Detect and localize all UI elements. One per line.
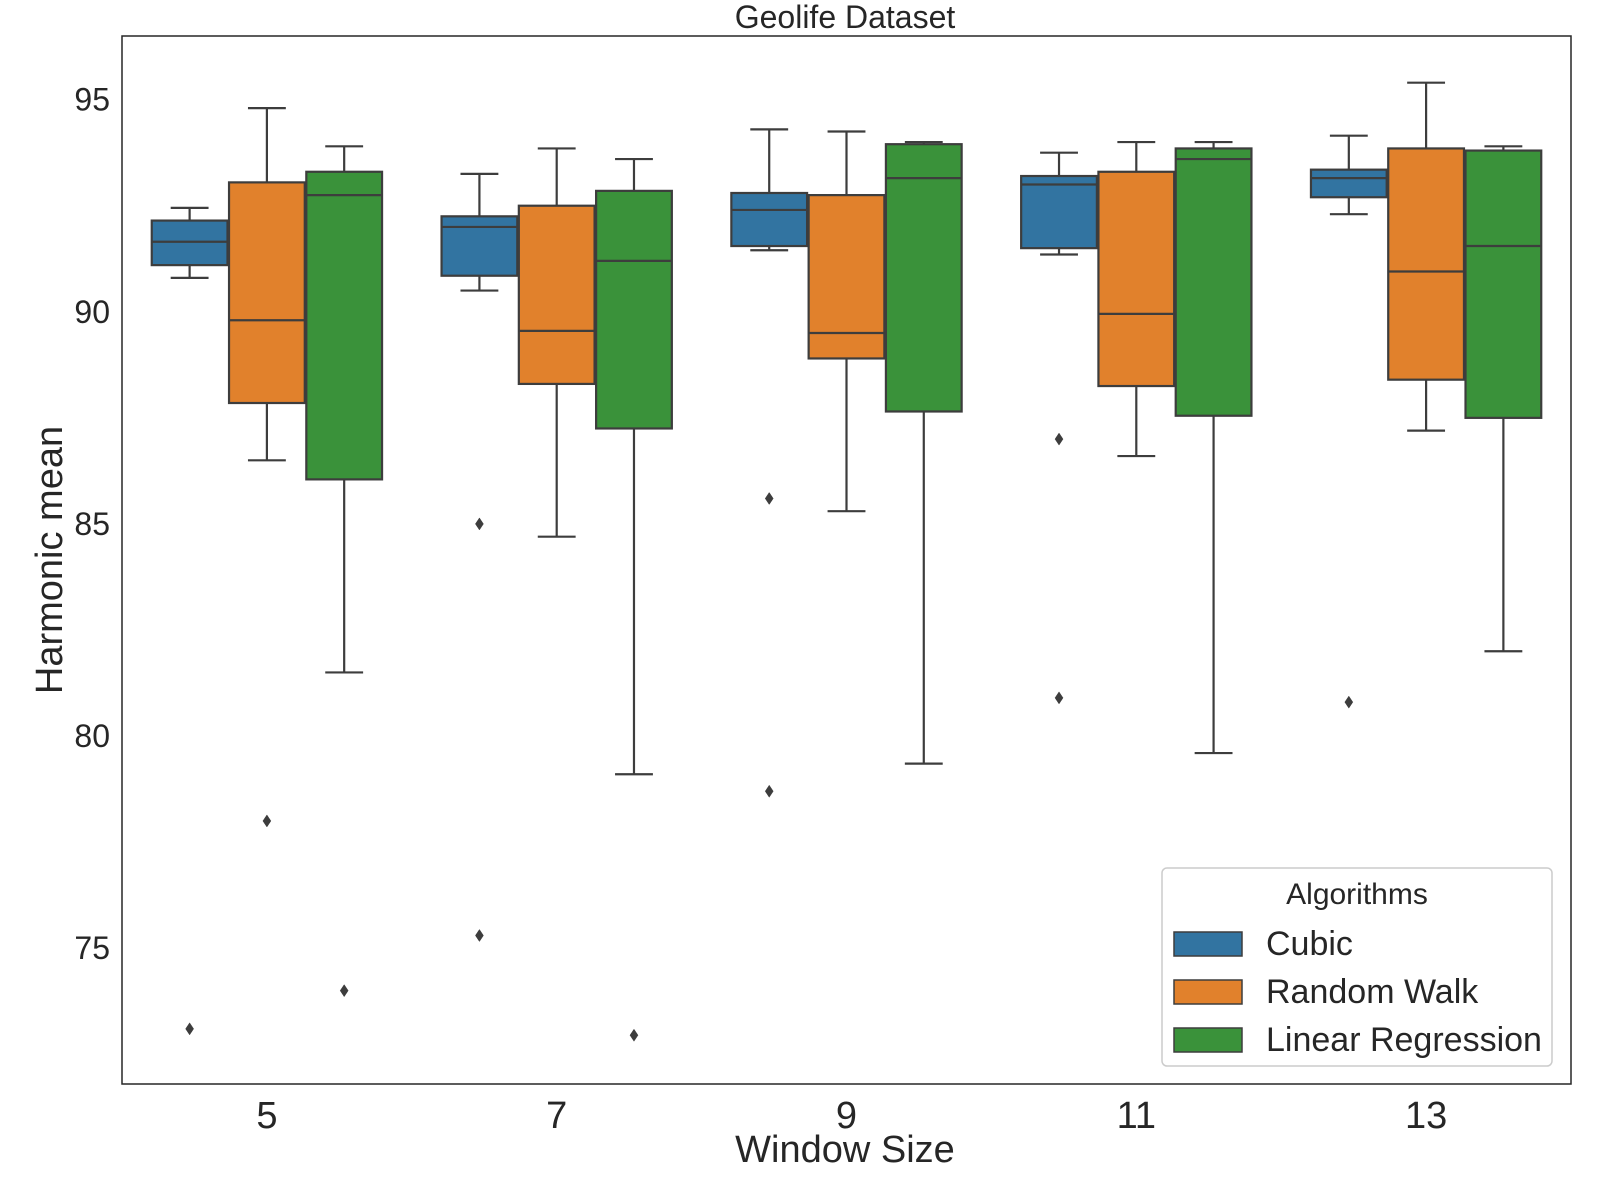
box-body	[807, 194, 886, 360]
y-tick-label: 75	[74, 930, 110, 966]
x-tick-label: 13	[1405, 1095, 1447, 1137]
y-tick-label: 95	[74, 82, 110, 118]
box-cubic-5	[150, 206, 229, 1036]
legend-frame	[1161, 867, 1553, 1067]
box-body	[517, 204, 596, 386]
box-random-walk-11	[1097, 140, 1176, 458]
y-tick-label: 80	[74, 718, 110, 754]
box-body	[440, 215, 519, 277]
y-axis-ticks: 75 80 85 90 95	[74, 82, 110, 967]
plot-area	[150, 81, 1543, 1042]
box-body	[730, 191, 809, 248]
outlier-point	[764, 492, 774, 505]
legend-swatch	[1173, 1027, 1243, 1053]
x-tick-label: 7	[546, 1095, 567, 1137]
box-linear-regression-5	[305, 145, 384, 998]
x-axis-ticks: 5 7 9 11 13	[256, 1095, 1447, 1137]
plot-frame	[121, 35, 1572, 1085]
box-body	[1309, 168, 1388, 199]
outlier-point	[339, 984, 349, 998]
y-tick-label: 85	[74, 506, 110, 542]
outlier-point	[1054, 691, 1064, 705]
box-cubic-11	[1020, 151, 1098, 705]
box-linear-regression-13	[1464, 145, 1543, 653]
outlier-point	[475, 517, 484, 531]
outlier-point	[262, 814, 272, 828]
y-axis-label: Harmonic mean	[29, 426, 71, 694]
outlier-point	[1344, 695, 1354, 709]
legend-title: Algorithms	[1286, 878, 1428, 911]
box-linear-regression-11	[1174, 140, 1253, 755]
box-body	[1097, 170, 1176, 388]
legend-items: Cubic Random Walk Linear Regression	[1173, 925, 1542, 1059]
outlier-point	[764, 784, 774, 798]
outlier-point	[475, 929, 484, 942]
box-body	[1174, 147, 1253, 417]
x-axis-label: Window Size	[735, 1129, 955, 1171]
box-body	[884, 143, 963, 413]
legend-label: Linear Regression	[1266, 1021, 1542, 1059]
legend-label: Random Walk	[1266, 973, 1479, 1011]
outlier-point	[185, 1022, 194, 1036]
outlier-point	[1054, 432, 1064, 446]
chart-title: Geolife Dataset	[735, 0, 956, 35]
box-cubic-7	[440, 172, 519, 942]
legend: Algorithms Cubic Random Walk Linear Regres…	[1161, 867, 1553, 1067]
box-cubic-9	[730, 128, 809, 798]
box-body	[227, 181, 306, 405]
box-random-walk-9	[807, 130, 886, 513]
box-body	[1020, 174, 1098, 250]
box-cubic-13	[1309, 134, 1388, 709]
box-random-walk-7	[517, 147, 596, 538]
x-tick-label: 11	[1117, 1095, 1156, 1137]
outlier-point	[629, 1028, 639, 1042]
legend-label: Cubic	[1266, 925, 1353, 963]
box-linear-regression-9	[884, 140, 963, 765]
x-tick-label: 9	[836, 1095, 857, 1137]
box-linear-regression-7	[595, 157, 673, 1042]
legend-swatch	[1173, 931, 1243, 957]
box-random-walk-13	[1387, 81, 1466, 432]
box-body	[595, 189, 673, 430]
box-body	[1464, 149, 1543, 419]
legend-swatch	[1173, 979, 1243, 1005]
box-body	[305, 170, 384, 481]
box-body	[1387, 147, 1466, 381]
box-random-walk-5	[227, 107, 306, 828]
x-tick-label: 5	[256, 1095, 277, 1137]
y-tick-label: 90	[74, 294, 110, 330]
